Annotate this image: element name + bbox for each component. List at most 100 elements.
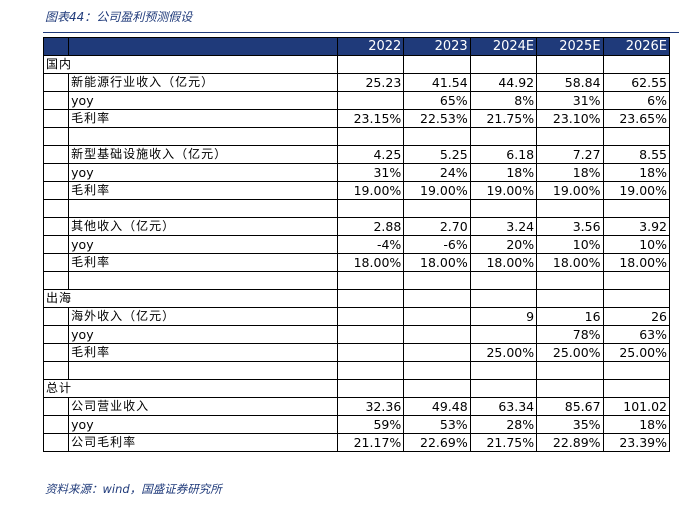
empty-cell [403, 127, 471, 146]
spacer-row [42, 127, 671, 146]
value-cell [403, 325, 471, 344]
table-row: 毛利率 23.15% 22.53% 21.75% 23.10% 23.65% [42, 109, 671, 128]
empty-cell [403, 55, 471, 74]
empty-cell [469, 271, 538, 290]
indent-cell [42, 433, 70, 452]
value-cell [336, 343, 405, 362]
value-cell: 62.55 [602, 73, 671, 92]
row-label: 海外收入（亿元） [68, 307, 338, 326]
value-cell: 78% [536, 325, 604, 344]
value-cell: 41.54 [403, 73, 471, 92]
indent-cell [42, 415, 70, 434]
empty-cell [403, 271, 471, 290]
table-row: yoy 78% 63% [42, 325, 671, 344]
empty-cell [469, 55, 538, 74]
empty-cell [469, 379, 538, 398]
section-title: 总计 [43, 379, 338, 398]
empty-cell [336, 55, 405, 74]
column-header: 2022 [336, 37, 405, 56]
indent-cell [42, 127, 70, 146]
empty-cell [469, 361, 538, 380]
indent-cell [42, 145, 70, 164]
section-row-overseas: 出海 [43, 289, 671, 308]
value-cell: 3.92 [602, 217, 671, 236]
value-cell [403, 307, 471, 326]
value-cell: 44.92 [469, 73, 538, 92]
value-cell: 59% [336, 415, 405, 434]
value-cell: 2.88 [336, 217, 405, 236]
indent-cell [42, 271, 70, 290]
empty-cell [336, 361, 405, 380]
value-cell: 5.25 [403, 145, 471, 164]
value-cell: 6.18 [469, 145, 538, 164]
value-cell: 65% [403, 91, 471, 110]
value-cell: 31% [336, 163, 405, 182]
empty-cell [68, 199, 338, 218]
value-cell: 18% [602, 415, 671, 434]
value-cell: 23.10% [536, 109, 604, 128]
value-cell: 31% [536, 91, 604, 110]
indent-cell [42, 217, 70, 236]
empty-cell [403, 379, 471, 398]
indent-cell [42, 91, 70, 110]
row-label: 毛利率 [68, 253, 338, 272]
value-cell [336, 91, 405, 110]
value-cell: 19.00% [602, 181, 671, 200]
value-cell: 21.17% [336, 433, 405, 452]
value-cell: 7.27 [536, 145, 604, 164]
indent-cell [42, 199, 70, 218]
empty-cell [403, 289, 471, 308]
value-cell: 9 [469, 307, 538, 326]
value-cell [403, 343, 471, 362]
value-cell: 19.00% [403, 181, 471, 200]
indent-cell [42, 343, 70, 362]
value-cell: 19.00% [336, 181, 405, 200]
value-cell: 58.84 [536, 73, 604, 92]
column-header: 2025E [536, 37, 604, 56]
empty-cell [336, 289, 405, 308]
indent-cell [42, 235, 70, 254]
indent-cell [42, 181, 70, 200]
row-label: 新能源行业收入（亿元） [68, 73, 338, 92]
indent-cell [42, 109, 70, 128]
row-label: 毛利率 [68, 343, 338, 362]
row-label: yoy [68, 91, 338, 110]
empty-cell [536, 289, 604, 308]
empty-cell [336, 199, 405, 218]
row-label: 毛利率 [68, 109, 338, 128]
value-cell: 18.00% [536, 253, 604, 272]
table-row: 公司毛利率 21.17% 22.69% 21.75% 22.89% 23.39% [42, 433, 671, 452]
empty-cell [536, 361, 604, 380]
empty-cell [536, 379, 604, 398]
value-cell: 63.34 [469, 397, 538, 416]
value-cell: 19.00% [469, 181, 538, 200]
value-cell: 25.23 [336, 73, 405, 92]
empty-cell [336, 127, 405, 146]
value-cell: 21.75% [469, 433, 538, 452]
table-row: 毛利率 25.00% 25.00% 25.00% [42, 343, 671, 362]
header-row: 2022 2023 2024E 2025E 2026E [42, 37, 671, 56]
indent-cell [42, 307, 70, 326]
value-cell: 85.67 [536, 397, 604, 416]
source-note: 资料来源：wind，国盛证券研究所 [45, 482, 222, 496]
value-cell: 22.89% [536, 433, 604, 452]
row-label: 其他收入（亿元） [68, 217, 338, 236]
value-cell: 16 [536, 307, 604, 326]
section-title: 出海 [43, 289, 338, 308]
section-row-domestic: 国内 [43, 55, 671, 74]
empty-cell [536, 127, 604, 146]
empty-cell [336, 271, 405, 290]
empty-cell [602, 361, 671, 380]
value-cell: 26 [602, 307, 671, 326]
value-cell: 22.69% [403, 433, 471, 452]
value-cell: 25.00% [536, 343, 604, 362]
table-caption: 图表44：公司盈利预测假设 [45, 10, 193, 24]
table-row: 毛利率 18.00% 18.00% 18.00% 18.00% 18.00% [42, 253, 671, 272]
value-cell: 19.00% [536, 181, 604, 200]
table-row: 新型基础设施收入（亿元） 4.25 5.25 6.18 7.27 8.55 [42, 145, 671, 164]
value-cell: 18% [536, 163, 604, 182]
value-cell: 22.53% [403, 109, 471, 128]
value-cell: 18% [469, 163, 538, 182]
empty-cell [602, 127, 671, 146]
empty-cell [536, 271, 604, 290]
